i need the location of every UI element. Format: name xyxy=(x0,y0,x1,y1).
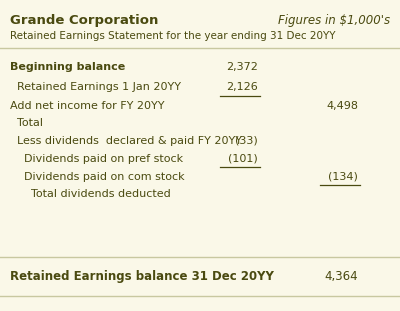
Text: Retained Earnings balance 31 Dec 20YY: Retained Earnings balance 31 Dec 20YY xyxy=(10,270,274,283)
Text: 4,498: 4,498 xyxy=(326,101,358,111)
Text: Add net income for FY 20YY: Add net income for FY 20YY xyxy=(10,101,164,111)
Text: Total dividends deducted: Total dividends deducted xyxy=(10,189,171,199)
Text: Grande Corporation: Grande Corporation xyxy=(10,14,158,27)
Text: Beginning balance: Beginning balance xyxy=(10,62,125,72)
Text: Figures in $1,000's: Figures in $1,000's xyxy=(278,14,390,27)
Text: 2,372: 2,372 xyxy=(226,62,258,72)
Text: Less dividends  declared & paid FY 20YY: Less dividends declared & paid FY 20YY xyxy=(10,136,242,146)
Text: Retained Earnings Statement for the year ending 31 Dec 20YY: Retained Earnings Statement for the year… xyxy=(10,31,336,41)
Text: Retained Earnings 1 Jan 20YY: Retained Earnings 1 Jan 20YY xyxy=(10,82,181,92)
Text: 4,364: 4,364 xyxy=(324,270,358,283)
Text: (134): (134) xyxy=(328,172,358,182)
Text: 2,126: 2,126 xyxy=(226,82,258,92)
Text: (101): (101) xyxy=(228,154,258,164)
Text: Total: Total xyxy=(10,118,43,128)
Text: Dividends paid on pref stock: Dividends paid on pref stock xyxy=(10,154,183,164)
Text: (33): (33) xyxy=(235,136,258,146)
Text: Dividends paid on com stock: Dividends paid on com stock xyxy=(10,172,185,182)
